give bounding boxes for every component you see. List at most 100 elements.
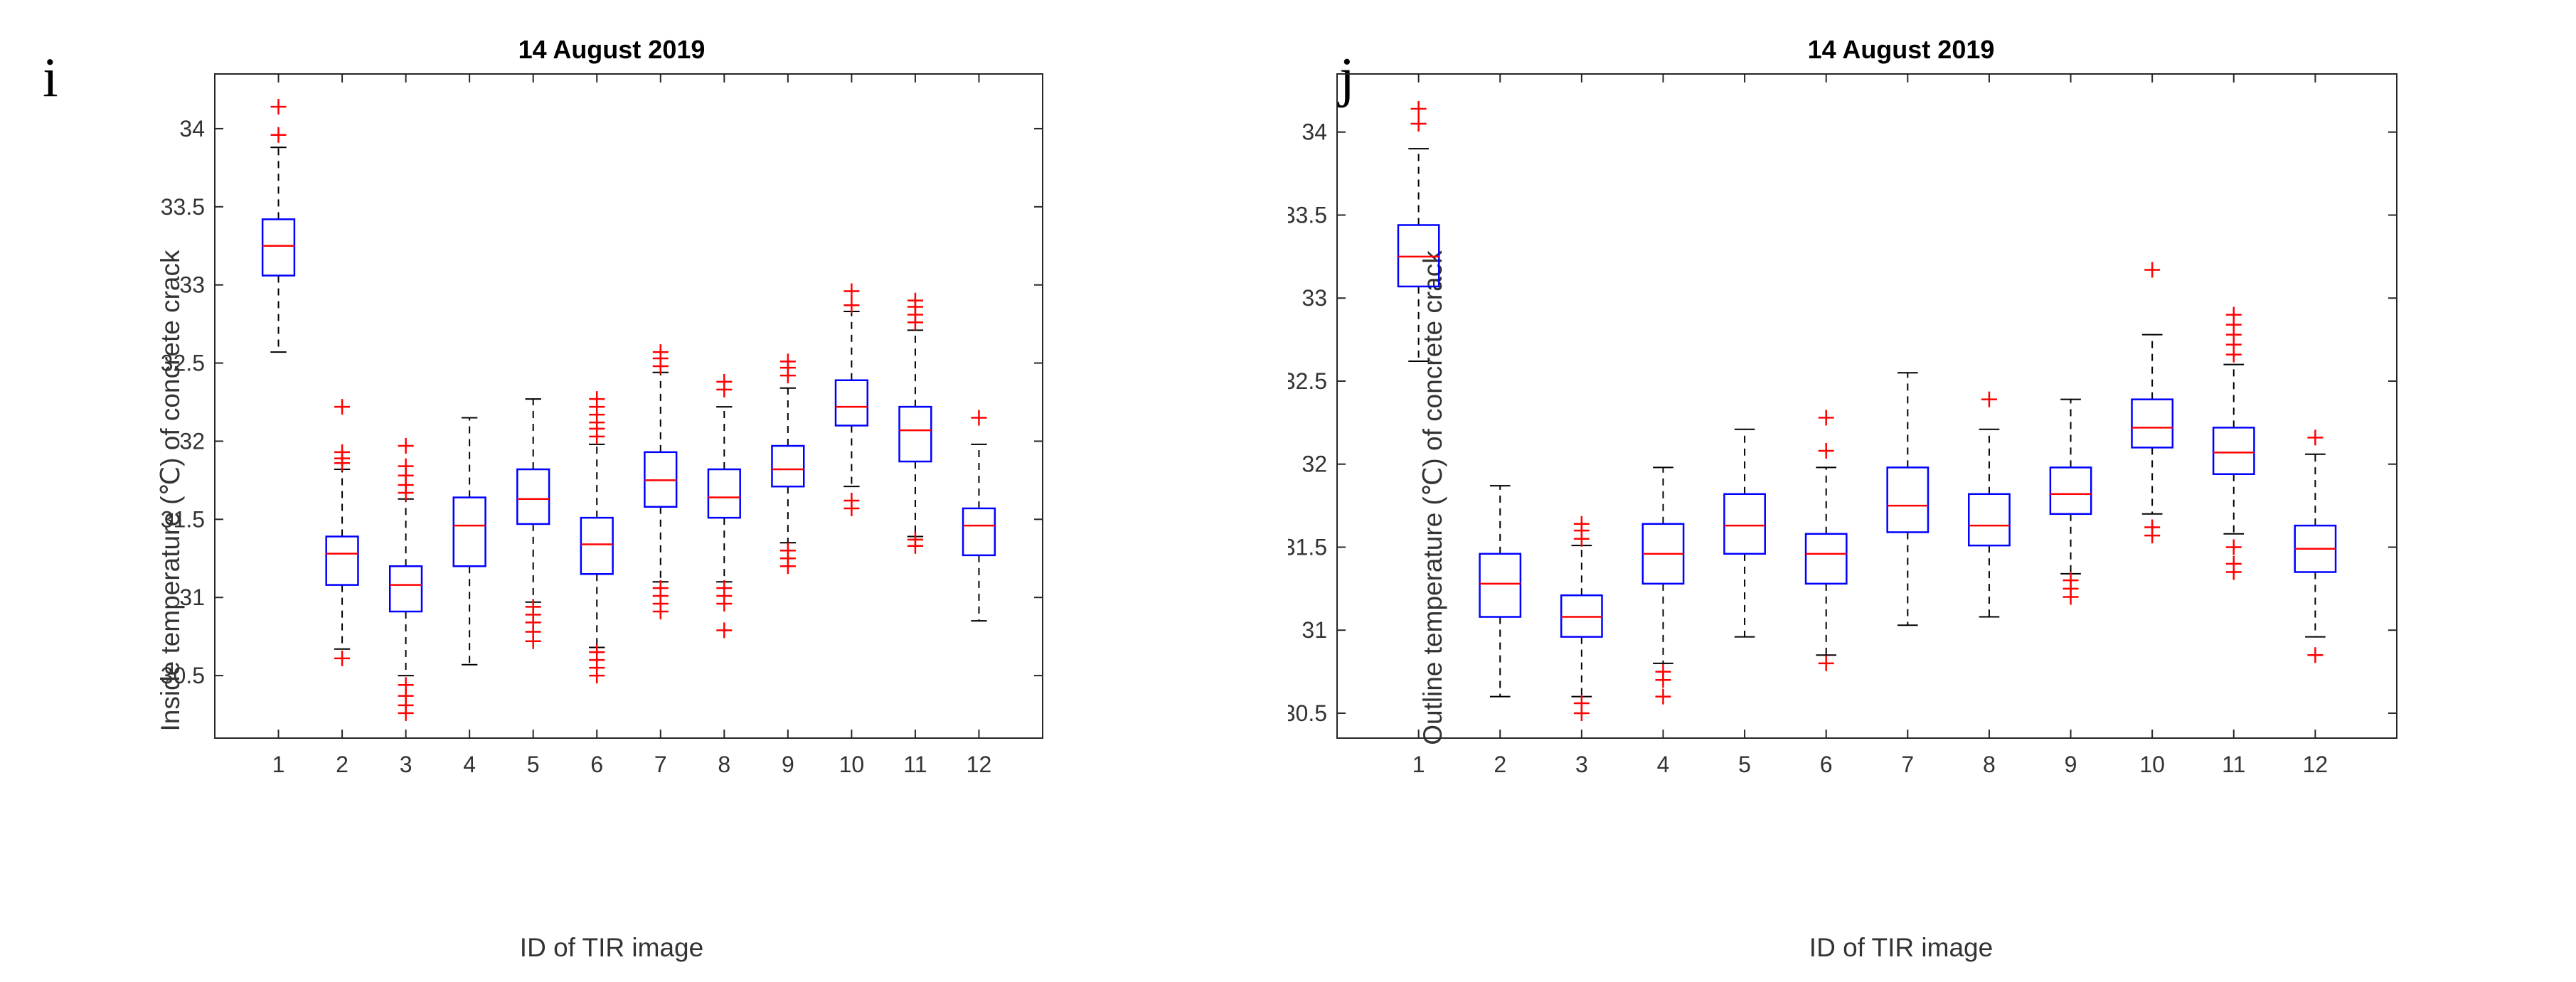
iqr-box xyxy=(707,468,741,519)
y-tick-label: 32 xyxy=(179,428,205,454)
outlier-marker xyxy=(270,99,287,115)
y-tick-label: 33 xyxy=(1302,285,1327,311)
x-tick-label: 12 xyxy=(2303,752,2328,777)
plot-frame xyxy=(214,73,1043,739)
iqr-box xyxy=(962,507,996,557)
box-8 xyxy=(1968,391,2011,618)
outlier-marker xyxy=(1818,443,1834,459)
y-tick-label: 32.5 xyxy=(161,351,205,376)
y-tick-label: 34 xyxy=(1302,119,1327,145)
outlier-marker xyxy=(652,580,669,597)
box-12 xyxy=(2294,429,2337,663)
box-6 xyxy=(580,391,614,684)
box-8 xyxy=(707,373,741,639)
box-5 xyxy=(516,398,550,649)
outlier-marker xyxy=(1410,101,1427,117)
iqr-box xyxy=(1886,466,1930,533)
box-9 xyxy=(771,353,805,575)
x-tick-label: 3 xyxy=(1575,752,1588,777)
y-tick-label: 32.5 xyxy=(1288,368,1327,394)
y-tick-label: 33.5 xyxy=(1288,202,1327,228)
x-tick-label: 6 xyxy=(1820,752,1833,777)
outlier-marker xyxy=(1410,116,1427,132)
iqr-box xyxy=(516,468,550,525)
x-tick-label: 1 xyxy=(272,752,285,777)
outlier-marker xyxy=(1655,663,1671,680)
outlier-marker xyxy=(779,543,796,559)
x-axis-label-i: ID of TIR image xyxy=(520,933,703,962)
x-tick-label: 4 xyxy=(1657,752,1670,777)
box-7 xyxy=(644,344,678,619)
outlier-marker xyxy=(398,677,414,693)
y-axis-label-i: Inside temperature (℃) of concrete crack xyxy=(156,250,185,731)
outlier-marker xyxy=(2144,262,2161,278)
outlier-marker xyxy=(2307,647,2324,663)
outlier-marker xyxy=(1818,655,1834,671)
outlier-marker xyxy=(334,650,351,666)
box-10 xyxy=(834,283,869,516)
outlier-marker xyxy=(2225,555,2242,572)
chart-panel-i: i 14 August 2019 ID of TIR image Inside … xyxy=(43,35,1043,962)
outlier-marker xyxy=(2307,429,2324,446)
box-3 xyxy=(388,438,423,721)
y-tick-label: 33 xyxy=(179,272,205,298)
box-4 xyxy=(452,417,486,666)
x-tick-label: 11 xyxy=(2222,752,2245,777)
plot-frame xyxy=(1336,73,2397,739)
chart-title-j: 14 August 2019 xyxy=(1808,35,1995,64)
y-tick-label: 33.5 xyxy=(161,194,205,220)
x-tick-label: 10 xyxy=(2139,752,2165,777)
box-6 xyxy=(1804,410,1848,671)
box-1 xyxy=(261,99,296,353)
outlier-marker xyxy=(1655,688,1671,705)
x-tick-label: 12 xyxy=(967,752,992,777)
x-tick-label: 8 xyxy=(718,752,730,777)
x-tick-label: 6 xyxy=(590,752,603,777)
outlier-marker xyxy=(2225,539,2242,555)
iqr-box xyxy=(1968,493,2011,547)
outlier-marker xyxy=(2144,519,2161,535)
x-tick-label: 9 xyxy=(782,752,794,777)
y-tick-label: 30.5 xyxy=(1288,700,1327,726)
x-tick-label: 7 xyxy=(1901,752,1914,777)
outlier-marker xyxy=(907,531,923,548)
y-tick-label: 30.5 xyxy=(161,663,205,688)
x-tick-label: 11 xyxy=(903,752,927,777)
iqr-box xyxy=(898,405,932,463)
outlier-marker xyxy=(971,410,987,426)
outlier-marker xyxy=(1818,410,1834,426)
outlier-marker xyxy=(2225,306,2242,323)
iqr-box xyxy=(2131,398,2174,449)
x-tick-label: 10 xyxy=(839,752,865,777)
y-tick-label: 31 xyxy=(179,585,205,610)
chart-title-i: 14 August 2019 xyxy=(518,35,706,64)
x-tick-label: 5 xyxy=(527,752,540,777)
x-tick-label: 1 xyxy=(1412,752,1425,777)
outlier-marker xyxy=(716,580,733,597)
boxplot-chart-j: j 14 August 2019 ID of TIR image Outline… xyxy=(1288,35,2397,962)
x-tick-label: 9 xyxy=(2065,752,2077,777)
iqr-box xyxy=(771,444,805,488)
iqr-box xyxy=(325,535,359,586)
box-11 xyxy=(898,292,932,554)
box-4 xyxy=(1641,466,1685,705)
outlier-marker xyxy=(589,644,605,661)
iqr-box xyxy=(261,218,296,277)
iqr-box xyxy=(1804,533,1848,585)
box-5 xyxy=(1723,428,1766,638)
outlier-marker xyxy=(716,622,733,639)
box-12 xyxy=(962,410,996,622)
outlier-marker xyxy=(652,344,669,361)
outlier-marker xyxy=(2063,572,2079,589)
outlier-marker xyxy=(843,492,860,508)
outlier-marker xyxy=(589,391,605,407)
y-tick-label: 31 xyxy=(1302,617,1327,643)
x-tick-label: 2 xyxy=(336,752,348,777)
iqr-box xyxy=(1479,553,1522,618)
outlier-marker xyxy=(843,297,860,314)
box-10 xyxy=(2131,262,2174,544)
iqr-box xyxy=(452,496,486,567)
outlier-marker xyxy=(334,399,351,415)
